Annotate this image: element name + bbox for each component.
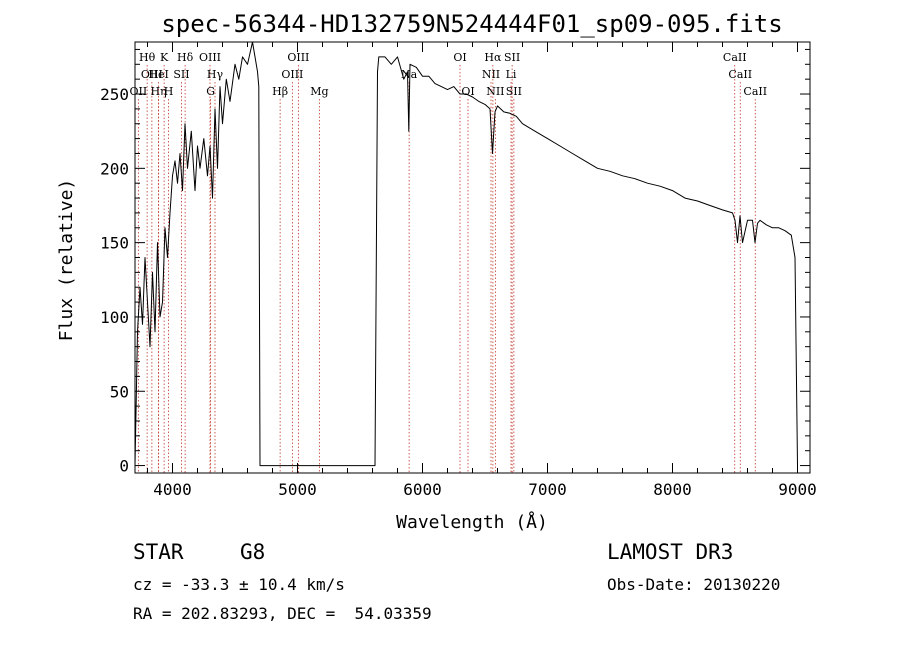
x-tick-label-7000: 7000 [528,480,567,499]
line-label-2: OIII [141,68,163,81]
spectrum-series [134,41,798,467]
x-tick-label-5000: 5000 [278,480,317,499]
line-label-18: OI [461,85,474,98]
spectral-line-markers: OII Hθ OIII Hη HeI K H SII Hδ OIII G Hγ Hβ OIII OIII Mg… [130,51,767,473]
line-label-9: OIII [199,51,221,64]
line-label-1: Hθ [139,51,156,64]
y-tick-label-50: 50 [110,382,129,401]
y-tick-label-250: 250 [100,85,129,104]
x-tick-label-8000: 8000 [653,480,692,499]
line-label-11: Hγ [207,68,224,81]
y-tick-label-200: 200 [100,159,129,178]
line-label-23: SII [504,51,520,64]
chart-title: spec-56344-HD132759N524444F01_sp09-095.f… [161,10,782,38]
line-label-5: K [160,51,169,64]
line-label-14: OIII [287,51,309,64]
series-line-spectrum [134,41,798,467]
line-label-20: Hα [484,51,502,64]
x-tick-label-4000: 4000 [153,480,192,499]
line-label-13: OIII [281,68,303,81]
x-tick-label-9000: 9000 [778,480,817,499]
coordinates: RA = 202.83293, DEC = 54.03359 [133,604,432,623]
object-class: STAR [133,540,184,564]
line-label-0: OII [130,85,148,98]
line-label-27: CaII [743,85,767,98]
line-label-8: Hδ [177,51,194,64]
line-label-6: H [164,85,174,98]
y-tick-label-0: 0 [119,457,129,476]
y-tick-label-150: 150 [100,234,129,253]
x-axis-label: Wavelength (Å) [396,511,548,533]
y-axis-label: Flux (relative) [56,179,77,342]
line-label-25: CaII [723,51,747,64]
line-label-12: Hβ [272,85,288,98]
line-label-21: NII [486,85,504,98]
redshift-info: cz = -33.3 ± 10.4 km/s [133,575,345,594]
line-label-3: Hη [151,85,167,98]
line-label-26: CaII [728,68,752,81]
line-label-4: HeI [148,68,168,81]
x-tick-label-6000: 6000 [403,480,442,499]
plot-frame [134,41,811,474]
line-label-7: SII [173,68,189,81]
x-axis: 4000 5000 6000 7000 8000 9000 [147,42,817,499]
observation-date: Obs-Date: 20130220 [607,575,781,594]
line-label-15: Mg [310,85,328,98]
spectrum-chart: spec-56344-HD132759N524444F01_sp09-095.f… [56,10,817,533]
line-label-19: NII [482,68,500,81]
y-axis: 0 50 100 150 200 250 [100,48,810,476]
line-label-10: G [206,85,215,98]
survey-name: LAMOST DR3 [607,540,734,564]
line-label-22: Li [506,68,517,81]
line-label-24: SII [506,85,522,98]
y-tick-label-100: 100 [100,308,129,327]
line-label-17: OI [453,51,466,64]
object-subclass: G8 [240,540,266,564]
